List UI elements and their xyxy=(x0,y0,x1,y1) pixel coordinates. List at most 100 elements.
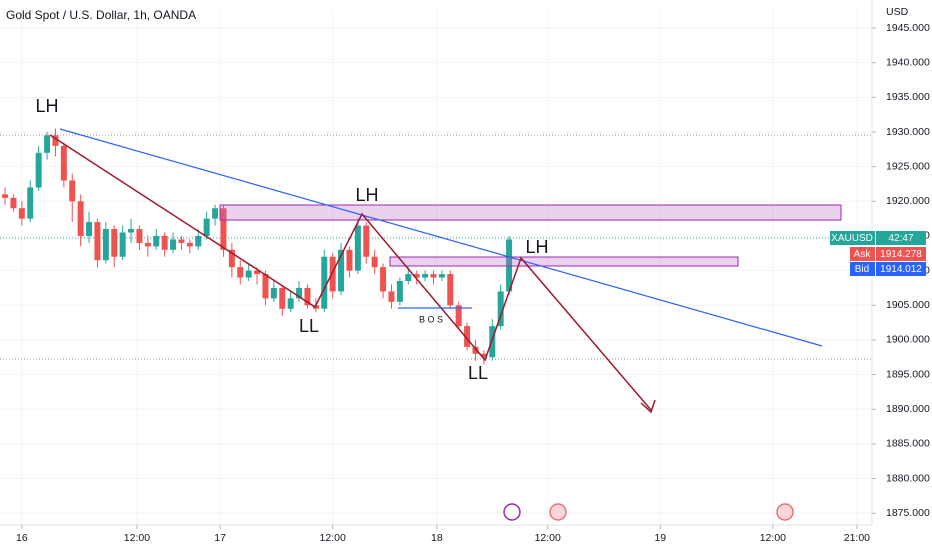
y-tick-label: 1930.000 xyxy=(886,126,930,138)
bos-label: B O S xyxy=(419,314,443,324)
candle-body xyxy=(338,249,345,292)
x-tick-label: 18 xyxy=(431,532,443,544)
y-tick-label: 1890.000 xyxy=(886,403,930,415)
candle-body xyxy=(153,235,160,247)
candle-body xyxy=(438,274,445,278)
candle-body xyxy=(10,197,17,209)
event-icons xyxy=(503,503,794,521)
candle-body xyxy=(144,242,151,247)
event-icon[interactable] xyxy=(503,503,521,521)
x-tick-label: 12:00 xyxy=(535,532,561,544)
badges: XAUUSD 42:47 Ask 1914.278 Bid 1914.012 xyxy=(830,231,926,276)
x-tick-label: 16 xyxy=(16,532,28,544)
candle-body xyxy=(472,346,479,354)
candle-body xyxy=(203,218,210,236)
candle-body xyxy=(321,256,328,309)
candle-body xyxy=(35,152,42,188)
candle-body xyxy=(422,274,429,278)
candle-body xyxy=(396,281,403,302)
candle-body xyxy=(363,225,370,257)
candle-body xyxy=(287,298,294,309)
countdown: 42:47 xyxy=(888,233,913,244)
y-tick-label: 1940.000 xyxy=(886,56,930,68)
arrow-head xyxy=(640,399,656,414)
annotation: LL xyxy=(468,363,488,383)
candle-body xyxy=(220,208,227,250)
event-icon[interactable] xyxy=(549,503,567,521)
candle-body xyxy=(86,222,93,236)
candle-body xyxy=(312,305,319,309)
badge xyxy=(876,231,926,245)
candle-body xyxy=(405,274,412,282)
candle-body xyxy=(212,208,219,219)
grid xyxy=(0,10,872,525)
y-tick-label: 1895.000 xyxy=(886,368,930,380)
candle-body xyxy=(413,274,420,278)
x-tick-label: 12:00 xyxy=(760,532,786,544)
candle-body xyxy=(69,180,76,202)
candle-body xyxy=(455,305,462,327)
candle-body xyxy=(237,267,244,278)
candle-body xyxy=(380,267,387,292)
candle-body xyxy=(27,187,34,219)
candles xyxy=(2,128,513,365)
bid-label: Bid xyxy=(855,264,869,275)
candle-body xyxy=(464,326,471,347)
trend-line xyxy=(59,128,823,347)
candle-body xyxy=(94,222,101,261)
y-tick-label: 1925.000 xyxy=(886,160,930,172)
candle-body xyxy=(136,229,143,243)
candle-body xyxy=(304,287,311,306)
candle-body xyxy=(111,229,118,257)
candle-body xyxy=(296,287,303,299)
candle-body xyxy=(2,194,9,198)
candle-body xyxy=(371,256,378,268)
candle-body xyxy=(186,242,193,247)
candle-body xyxy=(52,135,59,146)
y-tick-label: 1875.000 xyxy=(886,507,930,519)
candle-body xyxy=(329,256,336,292)
badge xyxy=(876,262,926,276)
annotation: LH xyxy=(355,185,378,205)
candle-body xyxy=(489,326,496,358)
candle-body xyxy=(195,235,202,247)
candle-body xyxy=(128,229,135,233)
candle-body xyxy=(178,239,185,243)
badge xyxy=(876,247,926,261)
ask-label: Ask xyxy=(854,249,872,260)
badge xyxy=(830,231,875,245)
zone xyxy=(219,204,842,221)
y-axis-label: USD xyxy=(886,6,909,18)
x-tick-label: 21:00 xyxy=(844,532,870,544)
x-tick-label: 12:00 xyxy=(124,532,150,544)
y-tick-label: 1900.000 xyxy=(886,334,930,346)
candle-body xyxy=(119,232,126,257)
y-tick-label: 1935.000 xyxy=(886,91,930,103)
candle-body xyxy=(388,291,395,302)
badge xyxy=(850,262,875,276)
candle-body xyxy=(245,270,252,278)
y-tick-label: 1920.000 xyxy=(886,195,930,207)
annotation: LH xyxy=(35,96,58,116)
candle-body xyxy=(170,239,177,250)
candle-body xyxy=(77,201,84,236)
candle-body xyxy=(346,249,353,271)
symbol: XAUUSD xyxy=(831,233,873,244)
y-tick-label: 1880.000 xyxy=(886,472,930,484)
x-tick-label: 17 xyxy=(214,532,226,544)
candle-body xyxy=(254,270,261,275)
y-tick-label: 1905.000 xyxy=(886,299,930,311)
candle-body xyxy=(279,287,286,309)
badge xyxy=(850,247,875,261)
x-tick-label: 12:00 xyxy=(320,532,346,544)
event-icon[interactable] xyxy=(776,503,794,521)
bid: 1914.012 xyxy=(880,264,922,275)
annotation: LL xyxy=(299,316,319,336)
candle-body xyxy=(447,274,454,306)
y-tick-label: 1945.000 xyxy=(886,22,930,34)
candle-body xyxy=(102,229,109,261)
candle-body xyxy=(18,208,25,219)
ask: 1914.278 xyxy=(880,249,922,260)
